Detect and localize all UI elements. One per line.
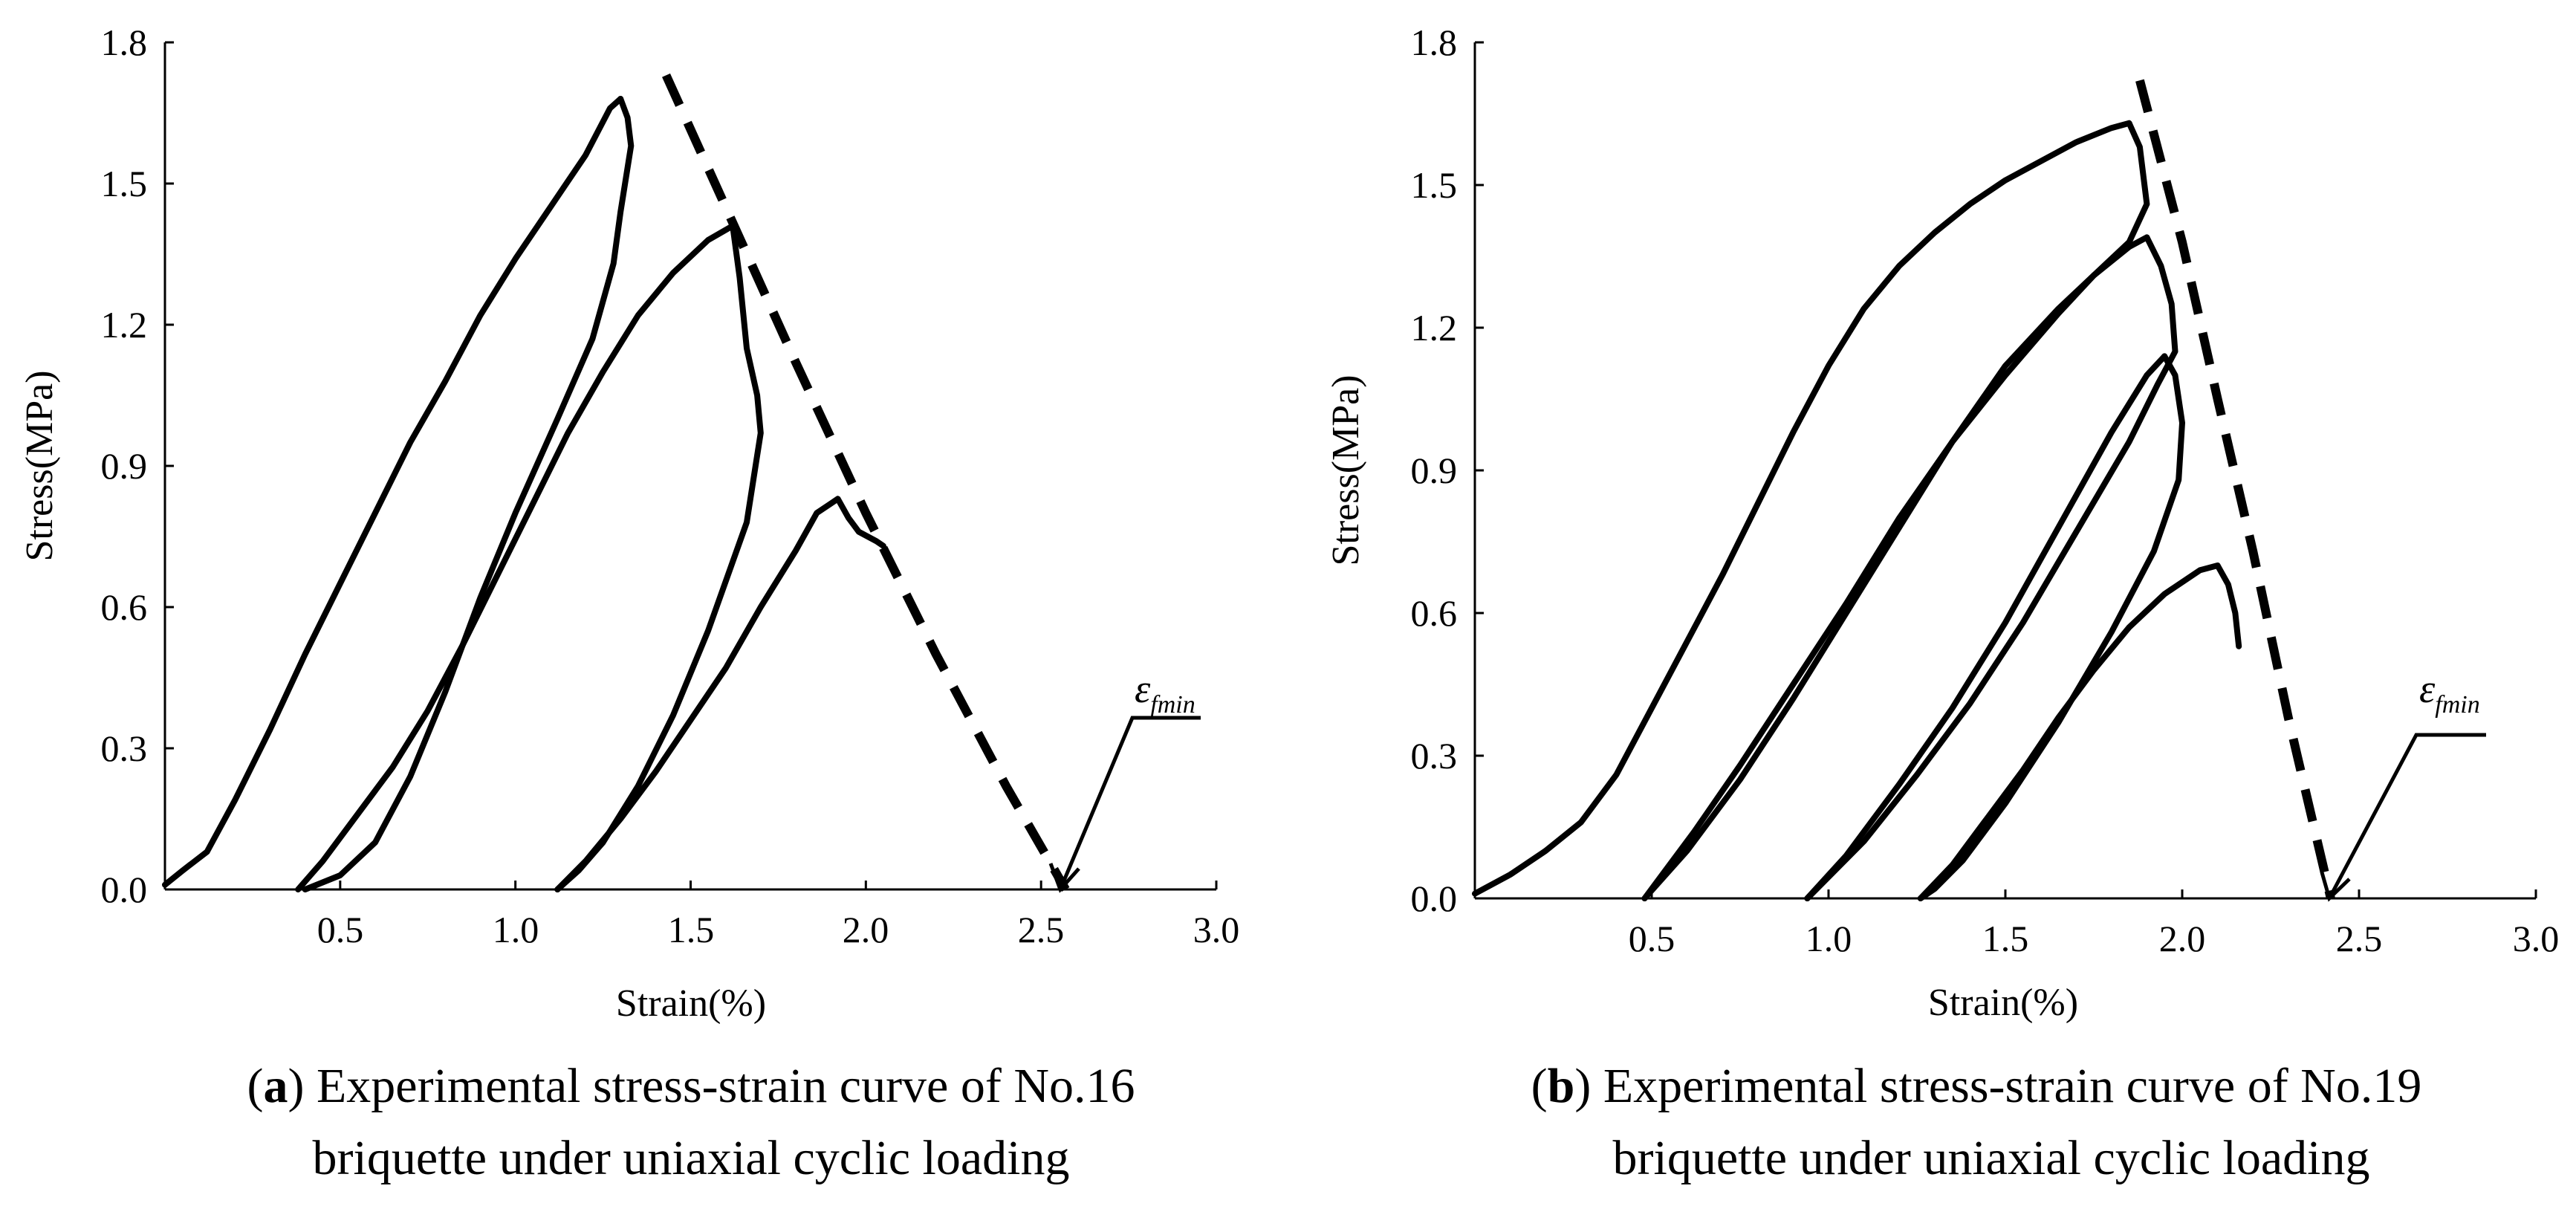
panel-b-series-cycle-4-loading bbox=[1917, 563, 2242, 901]
panel-b-tick-x-5: 3.0 bbox=[2513, 918, 2560, 959]
panel-a-series-cycle-1-unloading bbox=[302, 96, 635, 892]
panel-a-tick-y-0: 0.0 bbox=[101, 869, 148, 910]
panel-a-x-axis-title: Strain(%) bbox=[616, 982, 766, 1025]
panel-a-series-cycle-1-loading bbox=[162, 96, 624, 888]
panel-a-series-cycle-3-loading bbox=[554, 496, 886, 892]
panel-a-annotation-leader bbox=[1058, 716, 1201, 890]
panel-b-tick-y-1: 0.3 bbox=[1411, 735, 1458, 777]
panel-b-ticks bbox=[1475, 41, 2537, 900]
panel-a-tick-y-3: 0.9 bbox=[101, 445, 148, 487]
panel-b-series-failure-envelope bbox=[2135, 79, 2335, 900]
panel-b-curves bbox=[1472, 79, 2335, 901]
panel-a-caption-line1: (a) Experimental stress-strain curve of … bbox=[247, 1059, 1135, 1113]
panel-a-tick-x-4: 2.5 bbox=[1018, 909, 1065, 950]
panel-b-tick-y-4: 1.2 bbox=[1411, 307, 1458, 348]
panel-b-tick-y-5: 1.5 bbox=[1411, 164, 1458, 206]
panel-a-ticks bbox=[165, 41, 1218, 891]
panel-a-y-axis-title: Stress(MPa) bbox=[19, 370, 61, 561]
panel-a-tick-y-6: 1.8 bbox=[101, 22, 148, 63]
panel-a-tick-x-0: 0.5 bbox=[317, 909, 364, 950]
panel-b-tick-x-0: 0.5 bbox=[1629, 918, 1675, 959]
panel-b-tick-y-6: 1.8 bbox=[1411, 22, 1458, 63]
panel-b-tick-x-3: 2.0 bbox=[2159, 918, 2206, 959]
panel-b-tick-y-0: 0.0 bbox=[1411, 878, 1458, 919]
panel-a-series-cycle-2-unloading bbox=[554, 223, 764, 892]
panel-b: 0.0 0.3 0.6 0.9 1.2 1.5 1.8 0.5 1.0 1.5 … bbox=[1325, 22, 2559, 1185]
panel-b-series-cycle-1-loading bbox=[1472, 120, 2132, 897]
panel-b-series-cycle-1-unloading bbox=[1641, 120, 2150, 901]
panel-b-tick-y-3: 0.9 bbox=[1411, 450, 1458, 491]
panel-a-tick-y-5: 1.5 bbox=[101, 163, 148, 204]
panel-b-y-axis-title: Stress(MPa) bbox=[1325, 375, 1367, 565]
panel-a-tick-y-4: 1.2 bbox=[101, 304, 148, 346]
panel-a-annotation-label: εfmin bbox=[1135, 667, 1195, 719]
panel-b-series-cycle-3-loading bbox=[1804, 353, 2168, 901]
panel-b-x-axis-title: Strain(%) bbox=[1928, 982, 2078, 1024]
panel-b-series-cycle-2-loading bbox=[1641, 234, 2150, 901]
panel-b-tick-x-4: 2.5 bbox=[2336, 918, 2383, 959]
panel-a-tick-x-1: 1.0 bbox=[493, 909, 539, 950]
panel-a-curves bbox=[162, 73, 1070, 892]
panel-b-tick-y-2: 0.6 bbox=[1411, 592, 1458, 634]
panel-b-annotation-arrowhead bbox=[2320, 872, 2351, 902]
panel-a-series-failure-envelope bbox=[662, 73, 1070, 892]
panel-a-series-cycle-2-loading bbox=[295, 223, 736, 892]
panel-a-tick-y-2: 0.6 bbox=[101, 586, 148, 628]
panel-a-tick-x-5: 3.0 bbox=[1193, 909, 1240, 950]
panel-b-tick-x-2: 1.5 bbox=[1982, 918, 2029, 959]
panel-a-tick-y-1: 0.3 bbox=[101, 727, 148, 769]
panel-b-series-cycle-3-unloading bbox=[1917, 353, 2185, 901]
panel-a-tick-x-2: 1.5 bbox=[668, 909, 715, 950]
panel-b-tick-x-1: 1.0 bbox=[1806, 918, 1852, 959]
panel-b-series-cycle-2-unloading bbox=[1804, 234, 2178, 901]
panel-a-caption-line2: briquette under uniaxial cyclic loading bbox=[313, 1131, 1070, 1185]
panel-b-annotation-label: εfmin bbox=[2419, 667, 2480, 719]
panel-b-caption-line2: briquette under uniaxial cyclic loading bbox=[1613, 1131, 2370, 1185]
panel-a-annotation-arrowhead bbox=[1048, 863, 1080, 893]
panel-b-caption-line1: (b) Experimental stress-strain curve of … bbox=[1531, 1059, 2422, 1113]
panel-a: 0.0 0.3 0.6 0.9 1.2 1.5 1.8 0.5 1.0 1.5 … bbox=[19, 22, 1239, 1185]
panel-b-annotation-leader bbox=[2327, 733, 2486, 900]
panel-a-tick-x-3: 2.0 bbox=[843, 909, 889, 950]
